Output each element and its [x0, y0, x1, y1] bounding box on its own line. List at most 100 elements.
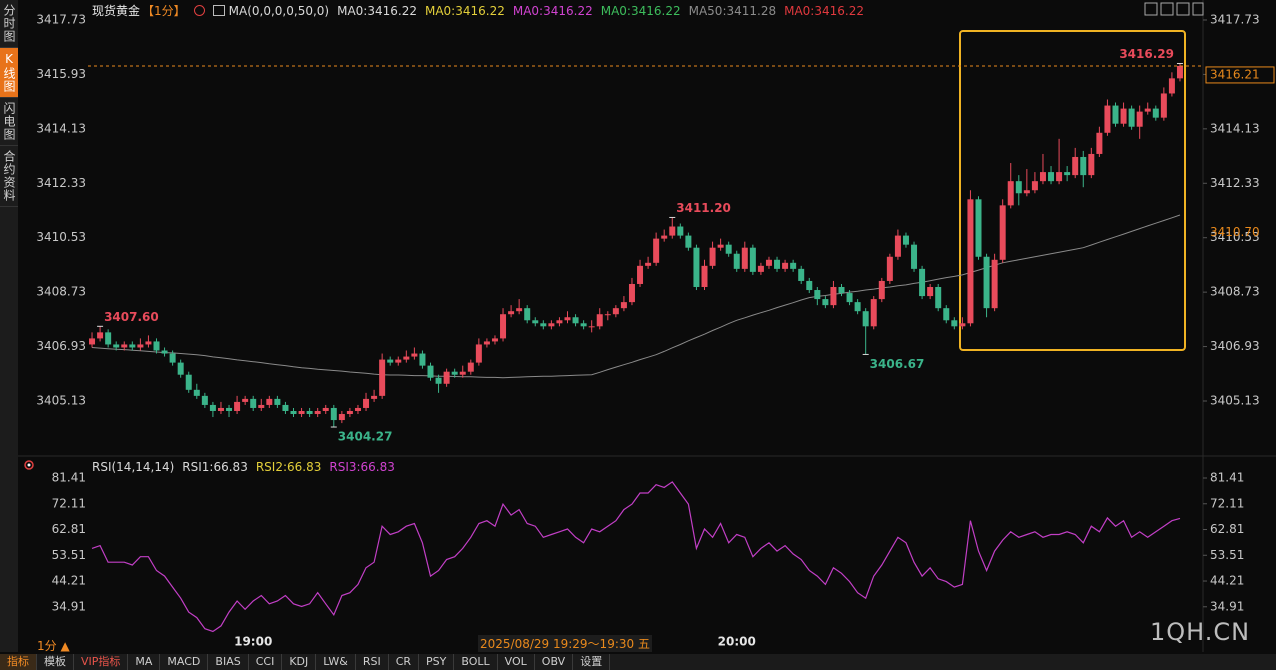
y-tick-label-right: 3410.53 — [1210, 230, 1260, 244]
candle-body — [693, 247, 700, 288]
candle-body — [870, 299, 877, 327]
toolbar-button[interactable]: VOL — [498, 654, 535, 670]
candle-body — [427, 365, 434, 378]
candle-body — [637, 265, 644, 284]
candle-body — [290, 410, 297, 415]
legend-item: RSI2:66.83 — [255, 460, 322, 474]
period-selector[interactable]: 1分 ▲ — [37, 639, 70, 653]
candle-body — [193, 389, 200, 396]
candle-body — [757, 265, 764, 272]
candle-body — [894, 235, 901, 257]
side-tab[interactable]: 分时图 — [0, 0, 18, 48]
y-tick-label: 44.21 — [52, 574, 86, 588]
candle-body — [580, 323, 587, 327]
price-header: 现货黄金 【1分】 MA(0,0,0,0,50,0) MA0:3416.22 MA0… — [92, 2, 864, 19]
y-tick-label-right: 34.91 — [1210, 599, 1244, 613]
candle-body — [185, 374, 192, 390]
toolbar-button[interactable]: BIAS — [208, 654, 249, 670]
candle-body — [725, 244, 732, 254]
period-tag[interactable]: 【1分】 — [142, 4, 186, 18]
candle-body — [354, 407, 361, 411]
candle-body — [798, 268, 805, 281]
toolbar-button[interactable]: 指标 — [0, 654, 37, 670]
pane-icon[interactable] — [24, 460, 34, 470]
candle-body — [1039, 172, 1046, 182]
toolbar-button[interactable]: MACD — [160, 654, 209, 670]
toolbar-button[interactable]: OBV — [535, 654, 574, 670]
candle-body — [137, 344, 144, 348]
x-tick-label: 19:00 — [234, 635, 272, 649]
watermark: 1QH.CN — [1150, 618, 1251, 646]
toolbar-button[interactable]: 设置 — [573, 654, 611, 670]
candle-body — [314, 410, 321, 415]
y-tick-label: 3410.53 — [36, 230, 86, 244]
candle-body — [628, 283, 635, 303]
y-tick-label-right: 62.81 — [1210, 522, 1244, 536]
candle-body — [814, 290, 821, 300]
candle-body — [991, 259, 998, 309]
candle-body — [1056, 172, 1063, 182]
highlight-box — [959, 30, 1186, 351]
y-tick-label-right: 53.51 — [1210, 548, 1244, 562]
toolbar-button[interactable]: 模板 — [37, 654, 74, 670]
candle-body — [153, 341, 160, 351]
last-price-label: 3416.21 — [1210, 67, 1260, 81]
toolbar: 指标 模板 VIP指标 MA MACD BIAS CCI KDJ LW& RSI CR PSY BOLL… — [0, 654, 1276, 670]
candle-body — [749, 247, 756, 272]
right-marker-label: 3410.70 — [1210, 225, 1260, 239]
window-icons — [1144, 2, 1204, 16]
candle-body — [346, 410, 353, 415]
candle-body — [935, 287, 942, 309]
candle-body — [129, 344, 136, 348]
toolbar-button[interactable]: KDJ — [282, 654, 317, 670]
candle-body — [1176, 65, 1183, 79]
last-price-box — [1205, 66, 1275, 84]
candle-body — [1152, 108, 1159, 118]
settings-icon[interactable] — [212, 5, 225, 16]
candle-body — [242, 398, 249, 402]
toolbar-button[interactable]: CCI — [249, 654, 283, 670]
legend-item: MA50:3411.28 — [688, 3, 777, 18]
y-tick-label-right: 3417.73 — [1210, 12, 1260, 26]
candle-body — [919, 268, 926, 297]
legend-item: MA0:3416.22 — [337, 3, 417, 18]
candle-body — [669, 226, 676, 236]
candle-body — [145, 341, 152, 345]
candle-body — [556, 320, 563, 324]
candle-body — [902, 235, 909, 245]
candle-body — [862, 311, 869, 327]
candle-body — [685, 235, 692, 248]
toolbar-button[interactable]: PSY — [419, 654, 455, 670]
candle-body — [838, 287, 845, 294]
y-tick-label-right: 3405.13 — [1210, 394, 1260, 408]
candle-body — [588, 326, 595, 328]
side-tab[interactable]: K线图 — [0, 48, 18, 98]
icon[interactable] — [1176, 2, 1190, 16]
icon[interactable] — [1192, 2, 1204, 16]
candle-body — [765, 259, 772, 266]
candle-body — [459, 371, 466, 375]
candle-body — [604, 314, 611, 316]
y-tick-label: 3408.73 — [36, 285, 86, 299]
candle-body — [419, 353, 426, 366]
side-tab[interactable]: 闪电图 — [0, 98, 18, 146]
candle-body — [1136, 111, 1143, 127]
candle-body — [371, 395, 378, 399]
candle-body — [596, 314, 603, 327]
candle-body — [322, 407, 329, 411]
sidebar: 分时图 K线图 闪电图 合约资料 — [0, 0, 18, 652]
candle-body — [975, 199, 982, 257]
icon[interactable] — [1160, 2, 1174, 16]
toolbar-button[interactable]: LW& — [316, 654, 356, 670]
candle-body — [854, 302, 861, 312]
toolbar-button[interactable]: BOLL — [454, 654, 498, 670]
toolbar-button[interactable]: CR — [389, 654, 420, 670]
toolbar-button[interactable]: VIP指标 — [74, 654, 129, 670]
candle-body — [105, 332, 112, 345]
toolbar-button[interactable]: RSI — [356, 654, 389, 670]
side-tab[interactable]: 合约资料 — [0, 146, 18, 207]
icon[interactable] — [1144, 2, 1158, 16]
legend-item: MA0:3416.22 — [784, 3, 864, 18]
toolbar-button[interactable]: MA — [128, 654, 161, 670]
zoom-icon[interactable] — [193, 5, 205, 16]
